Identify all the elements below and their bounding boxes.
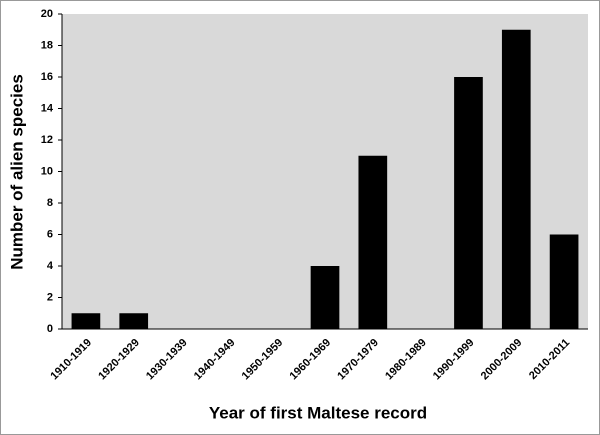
bar: [454, 77, 483, 329]
x-axis-title: Year of first Maltese record: [209, 403, 427, 422]
y-tick-label: 14: [41, 102, 54, 114]
bar: [119, 313, 149, 329]
y-tick-label: 12: [41, 134, 53, 146]
y-axis-title: Number of alien species: [7, 74, 26, 270]
y-tick-label: 2: [47, 291, 53, 303]
bar: [358, 155, 388, 329]
y-tick-label: 4: [47, 260, 54, 272]
bar: [71, 313, 101, 329]
y-tick-label: 0: [47, 323, 53, 335]
bar: [549, 234, 579, 329]
y-tick-label: 20: [41, 8, 53, 20]
y-tick-label: 18: [41, 39, 53, 51]
bar: [310, 266, 340, 329]
y-tick-label: 16: [41, 71, 53, 83]
y-tick-label: 8: [47, 197, 53, 209]
bar: [501, 29, 531, 329]
y-tick-label: 10: [41, 165, 53, 177]
y-tick-label: 6: [47, 228, 53, 240]
